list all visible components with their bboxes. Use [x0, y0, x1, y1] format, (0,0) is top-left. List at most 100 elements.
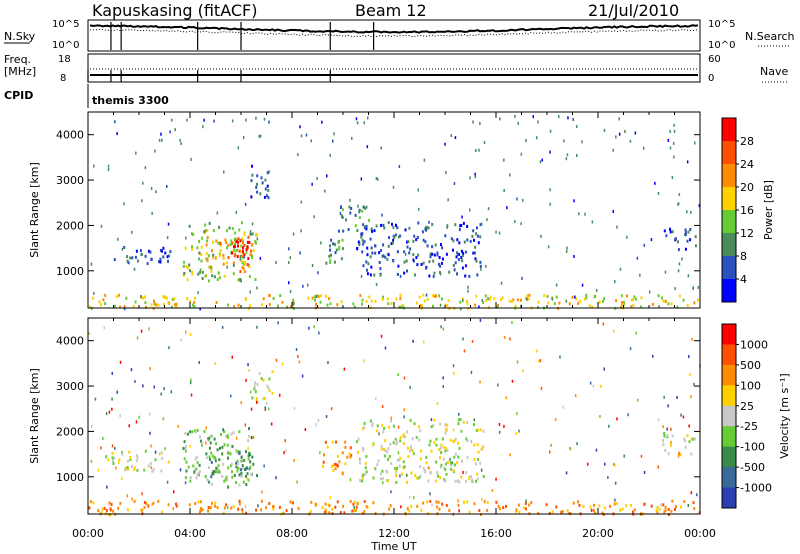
- data-cell: [297, 354, 299, 358]
- data-cell: [129, 456, 132, 459]
- data-cell: [235, 210, 238, 214]
- ytick-label: 3000: [56, 380, 84, 393]
- data-cell: [142, 181, 144, 185]
- data-cell: [420, 304, 423, 308]
- data-cell: [311, 296, 314, 300]
- data-cell: [376, 424, 379, 428]
- data-cell: [625, 504, 627, 508]
- data-cell: [183, 271, 186, 275]
- data-cell: [320, 241, 322, 245]
- data-cell: [380, 146, 382, 150]
- data-cell: [197, 291, 199, 295]
- data-cell: [221, 452, 224, 456]
- data-cell: [667, 302, 670, 306]
- data-cell: [333, 132, 335, 136]
- data-cell: [495, 477, 497, 481]
- data-cell: [676, 396, 678, 399]
- data-cell: [244, 297, 247, 301]
- data-cell: [571, 295, 574, 299]
- data-cell: [379, 472, 382, 476]
- data-cell: [436, 474, 439, 478]
- data-cell: [112, 509, 115, 513]
- data-cell: [444, 431, 447, 435]
- data-cell: [651, 302, 654, 306]
- data-cell: [425, 266, 427, 270]
- data-cell: [170, 305, 173, 309]
- data-cell: [174, 128, 176, 132]
- data-cell: [508, 299, 511, 303]
- data-cell: [223, 443, 226, 447]
- data-cell: [677, 248, 680, 252]
- data-cell: [341, 238, 344, 242]
- data-cell: [180, 338, 182, 342]
- data-cell: [616, 417, 618, 421]
- data-cell: [399, 274, 402, 278]
- data-cell: [575, 297, 578, 301]
- data-cell: [481, 222, 483, 226]
- data-cell: [124, 466, 127, 470]
- data-cell: [244, 262, 247, 266]
- data-cell: [454, 261, 457, 265]
- data-cell: [256, 190, 259, 194]
- data-cell: [330, 238, 333, 242]
- data-cell: [424, 227, 427, 231]
- data-cell: [185, 469, 188, 473]
- data-cell: [399, 297, 402, 301]
- data-cell: [240, 459, 243, 463]
- data-cell: [656, 505, 659, 509]
- data-cell: [239, 459, 242, 463]
- data-cell: [432, 304, 434, 308]
- data-cell: [342, 504, 345, 508]
- data-cell: [186, 432, 189, 436]
- data-cell: [247, 257, 250, 260]
- data-cell: [241, 237, 243, 241]
- data-cell: [168, 254, 171, 258]
- data-cell: [640, 305, 642, 309]
- data-cell: [218, 469, 221, 473]
- data-cell: [407, 446, 409, 450]
- date-title: 21/Jul/2010: [588, 1, 679, 20]
- data-cell: [196, 246, 199, 250]
- data-cell: [263, 117, 266, 121]
- data-cell: [503, 189, 505, 192]
- data-cell: [113, 304, 116, 308]
- data-cell: [222, 462, 225, 466]
- data-cell: [263, 195, 266, 199]
- data-cell: [299, 251, 301, 255]
- data-cell: [373, 229, 376, 233]
- data-cell: [573, 255, 575, 258]
- data-cell: [221, 474, 224, 478]
- data-cell: [479, 235, 482, 239]
- data-cell: [456, 253, 459, 257]
- data-cell: [686, 434, 689, 438]
- data-cell: [432, 424, 435, 428]
- data-cell: [393, 236, 396, 239]
- data-cell: [103, 506, 106, 510]
- data-cell: [361, 446, 364, 450]
- noise-tick-top-left: 10^5: [52, 19, 79, 30]
- data-cell: [361, 511, 364, 515]
- data-cell: [245, 450, 247, 454]
- data-cell: [198, 257, 200, 261]
- data-cell: [642, 146, 645, 150]
- data-cell: [160, 451, 163, 455]
- data-cell: [486, 218, 488, 222]
- data-cell: [242, 246, 244, 250]
- data-cell: [189, 430, 192, 434]
- data-cell: [243, 233, 246, 236]
- data-cell: [214, 501, 217, 505]
- data-cell: [482, 445, 485, 449]
- data-cell: [654, 181, 656, 185]
- data-cell: [408, 226, 411, 230]
- data-cell: [227, 256, 230, 260]
- data-cell: [590, 508, 593, 512]
- data-cell: [310, 500, 313, 504]
- data-cell: [412, 253, 415, 257]
- data-cell: [225, 241, 228, 244]
- data-cell: [662, 503, 665, 507]
- data-cell: [349, 500, 352, 503]
- data-cell: [549, 150, 551, 154]
- data-cell: [619, 267, 622, 271]
- data-cell: [242, 241, 244, 245]
- data-cell: [392, 225, 395, 229]
